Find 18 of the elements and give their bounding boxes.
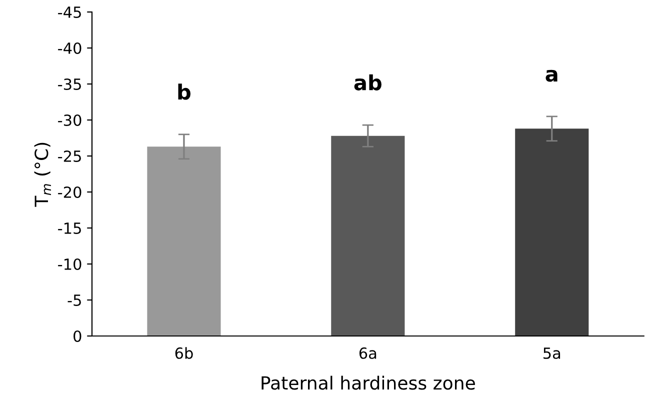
x-tick-label: 6a [359,347,376,359]
annotation: b [178,84,190,100]
x-axis-title: Paternal hardiness zone [262,376,475,390]
annotation: ab [354,74,382,90]
y-tick-label: -45 [58,6,81,18]
x-tick-label: 5a [544,348,560,359]
y-tick-label: -10 [58,258,82,270]
annotation: a [546,70,558,82]
y-tick-label: -30 [58,114,82,126]
y-tick-label: -40 [58,42,82,54]
x-tick-label: 6b [175,347,193,359]
y-tick-label: -20 [58,186,82,198]
y-tick-label: -25 [58,150,81,162]
y-tick-label: -35 [58,78,81,90]
y-axis-title: T$_{m}$ (°C) [34,142,51,207]
y-tick-label: -15 [58,222,81,234]
y-tick-label: 0 [74,330,82,342]
y-tick-label: -5 [68,294,81,306]
